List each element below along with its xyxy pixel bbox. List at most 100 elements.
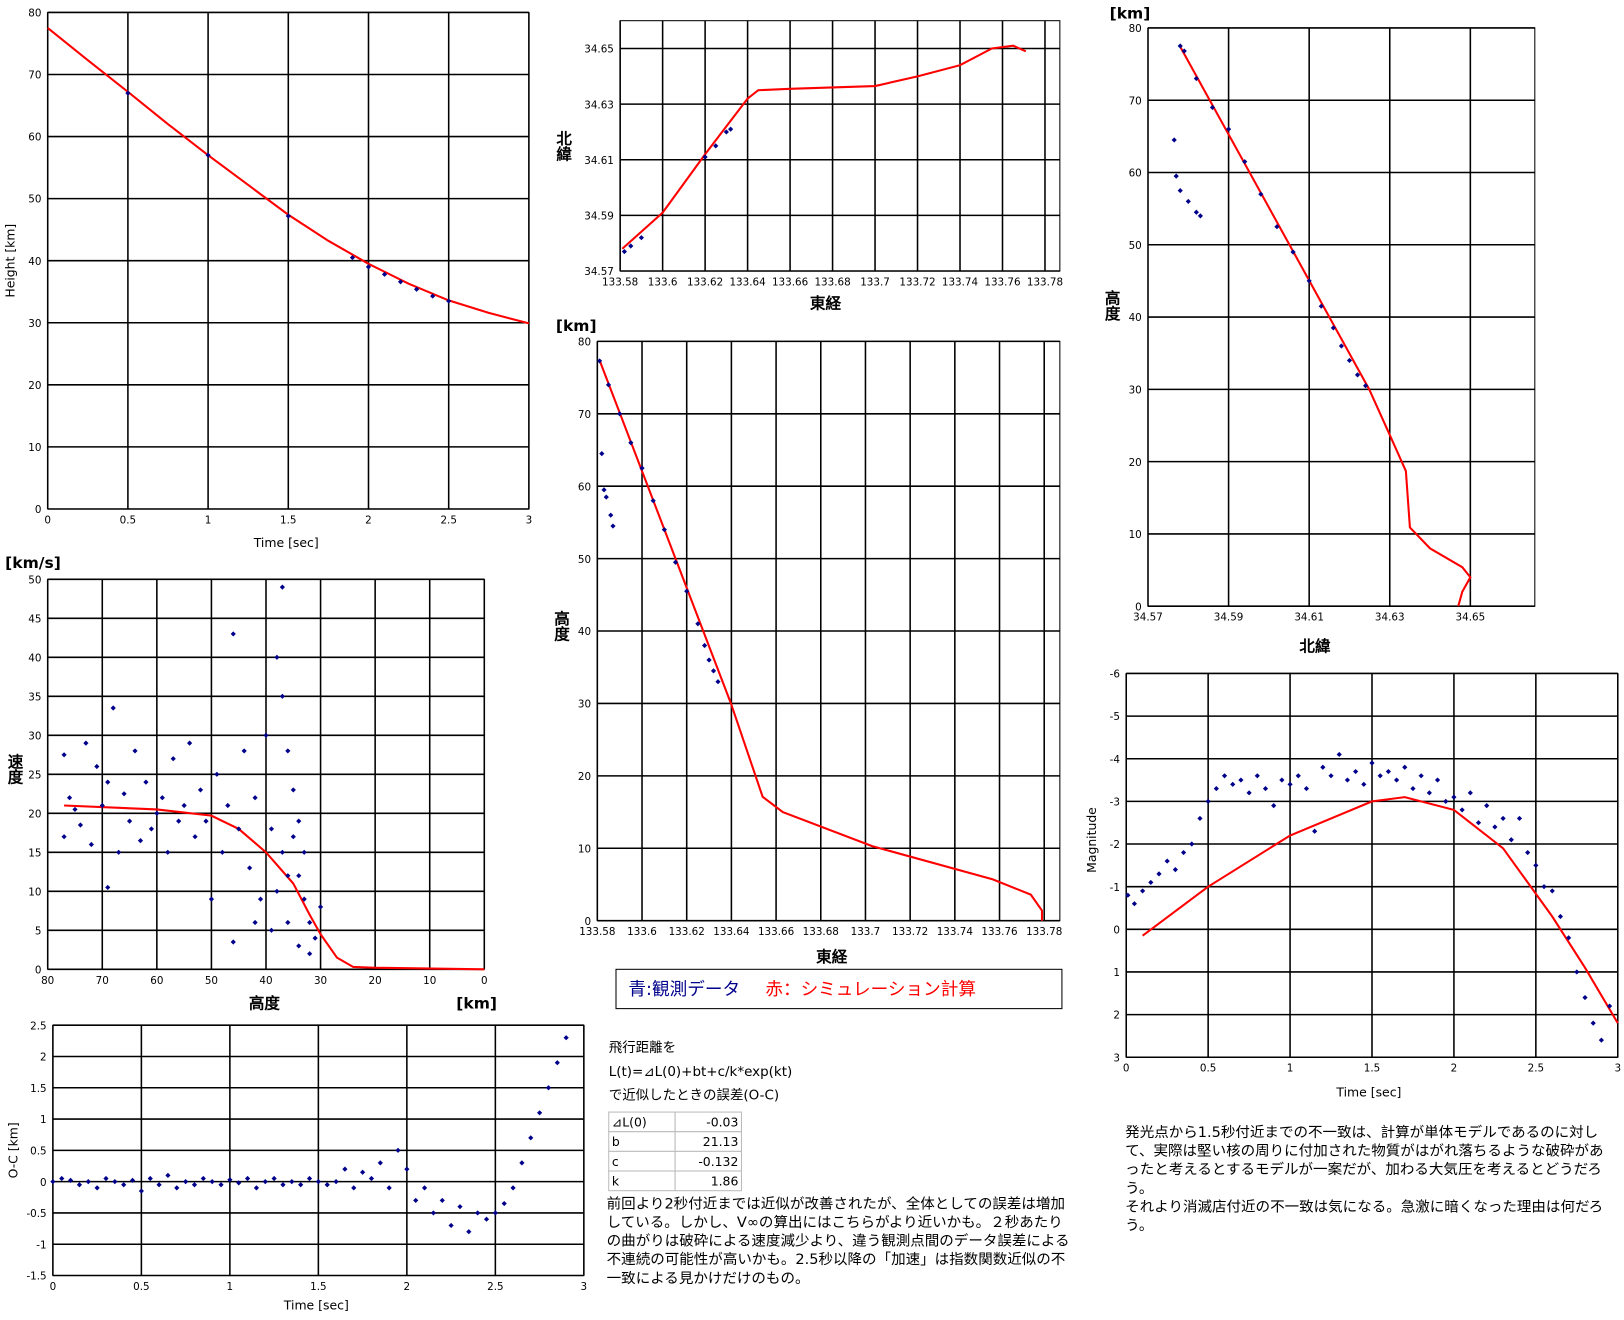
x-axis-label: 東経 [816, 947, 848, 966]
obs-point [174, 1185, 180, 1191]
x-tick-label: 133.64 [713, 926, 749, 938]
y-tick-label: 40 [1129, 312, 1142, 324]
obs-point [125, 90, 131, 96]
x-tick-label: 2.5 [440, 514, 456, 526]
obs-point [728, 126, 734, 132]
obs-point [285, 873, 291, 879]
y-tick-label: 5 [35, 925, 42, 937]
x-tick-label: 133.6 [627, 926, 657, 938]
x-tick-label: 133.66 [758, 926, 794, 938]
y-tick-label: 3 [1113, 1052, 1120, 1064]
y-tick-label: 80 [28, 8, 41, 20]
x-tick-label: 10 [423, 975, 436, 987]
obs-point [290, 787, 296, 793]
x-axis-label: 高度 [249, 994, 281, 1013]
obs-point [138, 1188, 144, 1194]
obs-point [1320, 764, 1326, 770]
plot-area [619, 20, 1061, 272]
obs-point [430, 1210, 437, 1216]
obs-point [112, 1179, 118, 1185]
y-tick-label: 30 [1129, 385, 1142, 397]
obs-point [439, 1197, 445, 1203]
obs-point [492, 1210, 498, 1216]
obs-point [414, 286, 420, 292]
y-tick-label: 20 [578, 771, 591, 783]
obs-point [1197, 815, 1203, 822]
obs-point [225, 802, 231, 809]
sim-line [64, 804, 485, 971]
obs-point [1492, 824, 1498, 830]
obs-point [126, 818, 133, 824]
obs-point [397, 279, 404, 285]
x-tick-label: 133.78 [1026, 926, 1062, 938]
obs-point [279, 584, 285, 590]
obs-point [218, 1182, 224, 1188]
x-tick-label: 0.5 [120, 514, 136, 526]
note-paragraph: それより消滅店付近の不一致は気になる。急激に暗くなった理由は何だろう。 [1125, 1198, 1604, 1235]
x-axis-label: Time [sec] [1335, 1085, 1401, 1100]
x-tick-label: 0 [50, 1281, 57, 1293]
y-tick-label: 20 [28, 380, 41, 392]
y-tick-label: 60 [1129, 168, 1142, 180]
obs-point [271, 1175, 277, 1182]
y-tick-label: 2.5 [30, 1020, 46, 1032]
obs-point [176, 818, 182, 824]
x-tick-label: 133.6 [648, 277, 678, 289]
obs-point [1193, 209, 1199, 215]
table-key: ⊿L(0) [612, 1115, 647, 1130]
obs-point [483, 1216, 490, 1222]
y-tick-label: -3 [1110, 797, 1120, 809]
sim-line [1141, 796, 1619, 1024]
obs-point [1221, 773, 1228, 779]
x-tick-label: 3 [526, 514, 533, 526]
obs-point [1393, 777, 1400, 783]
y-tick-label: 40 [28, 256, 41, 268]
obs-point [368, 1175, 375, 1182]
obs-point [554, 1060, 560, 1066]
y-tick-label: 0.5 [30, 1145, 46, 1157]
y-axis-label: 高度 [1103, 288, 1121, 321]
y-tick-label: 20 [1129, 457, 1142, 469]
obs-point [230, 631, 236, 637]
obs-point [165, 1172, 171, 1178]
x-tick-label: 0 [44, 514, 51, 526]
obs-point [191, 1182, 198, 1188]
y-unit: [km/s] [5, 554, 61, 572]
x-tick-label: 133.62 [669, 926, 705, 938]
obs-point [1225, 126, 1232, 132]
x-tick-label: 1 [1287, 1063, 1294, 1075]
x-tick-label: 30 [314, 975, 327, 987]
y-tick-label: 2 [1113, 1010, 1120, 1022]
y-tick-label: 50 [578, 554, 591, 566]
obs-point [1434, 777, 1441, 783]
obs-point [1295, 773, 1301, 779]
x-tick-label: 40 [259, 975, 272, 987]
obs-point [448, 1222, 454, 1229]
obs-point [192, 834, 198, 840]
note-left-box: 前回より2秒付近までは近似が改善されたが、全体としての誤差は増加している。しかし… [607, 1196, 1070, 1287]
y-axis-label: Height [km] [3, 224, 18, 298]
sim-line [1179, 46, 1472, 607]
obs-point [76, 1182, 83, 1188]
obs-point [404, 1166, 410, 1172]
obs-point [1274, 224, 1280, 230]
y-tick-label: 10 [1129, 529, 1142, 541]
obs-point [244, 1175, 251, 1182]
obs-point [1193, 75, 1199, 82]
obs-point [603, 494, 609, 500]
x-tick-label: 133.64 [729, 277, 765, 289]
obs-point [181, 802, 187, 809]
y-unit: [km] [1110, 5, 1151, 23]
y-tick-label: 1.5 [30, 1083, 46, 1095]
obs-point [381, 271, 388, 277]
obs-point [296, 873, 302, 879]
y-axis-label: Magnitude [1084, 807, 1099, 873]
sim-line [621, 44, 1027, 250]
obs-point [365, 264, 372, 270]
obs-point [1418, 773, 1424, 779]
y-tick-label: 30 [578, 699, 591, 711]
x-tick-label: 133.72 [892, 926, 928, 938]
y-tick-label: 30 [28, 318, 41, 330]
table-value: -0.03 [706, 1115, 738, 1130]
obs-point [317, 904, 324, 910]
